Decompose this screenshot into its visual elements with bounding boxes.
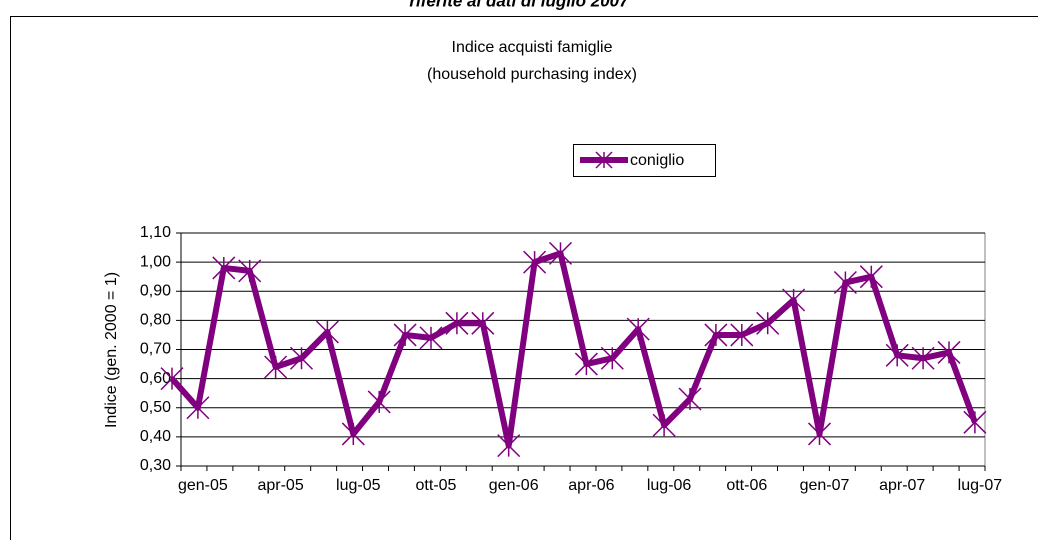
legend-label: coniglio: [630, 152, 684, 169]
y-tick-label: 1,00: [140, 253, 171, 270]
marker: [783, 289, 805, 311]
x-tick-label: apr-05: [257, 477, 303, 494]
x-tick-label: apr-06: [568, 477, 614, 494]
y-tick-label: 0,30: [140, 457, 171, 474]
marker: [498, 435, 520, 457]
y-tick-label: 0,70: [140, 341, 171, 358]
marker: [964, 411, 986, 433]
marker: [627, 318, 649, 340]
y-tick-label: 0,50: [140, 399, 171, 416]
y-tick-label: 1,10: [140, 224, 171, 241]
x-tick-label: lug-06: [647, 477, 692, 494]
marker: [679, 388, 701, 410]
x-tick-label: lug-07: [958, 477, 1003, 494]
y-axis-label: Indice (gen. 2000 = 1): [103, 272, 120, 428]
y-tick-label: 0,90: [140, 282, 171, 299]
marker: [316, 321, 338, 343]
chart-title: Indice acquisti famiglie: [452, 39, 613, 56]
x-tick-label: gen-06: [489, 477, 539, 494]
x-tick-label: ott-05: [416, 477, 457, 494]
x-tick-label: gen-05: [178, 477, 228, 494]
marker: [368, 391, 390, 413]
x-tick-label: ott-06: [726, 477, 767, 494]
marker: [809, 423, 831, 445]
x-tick-label: apr-07: [879, 477, 925, 494]
marker: [653, 414, 675, 436]
x-tick-label: gen-07: [800, 477, 850, 494]
x-tick-label: lug-05: [336, 477, 381, 494]
page-header: riferite ai dati di luglio 2007: [409, 0, 630, 10]
chart-subtitle: (household purchasing index): [427, 66, 637, 83]
marker: [757, 312, 779, 334]
y-tick-label: 0,40: [140, 428, 171, 445]
y-tick-label: 0,80: [140, 312, 171, 329]
marker: [342, 423, 364, 445]
